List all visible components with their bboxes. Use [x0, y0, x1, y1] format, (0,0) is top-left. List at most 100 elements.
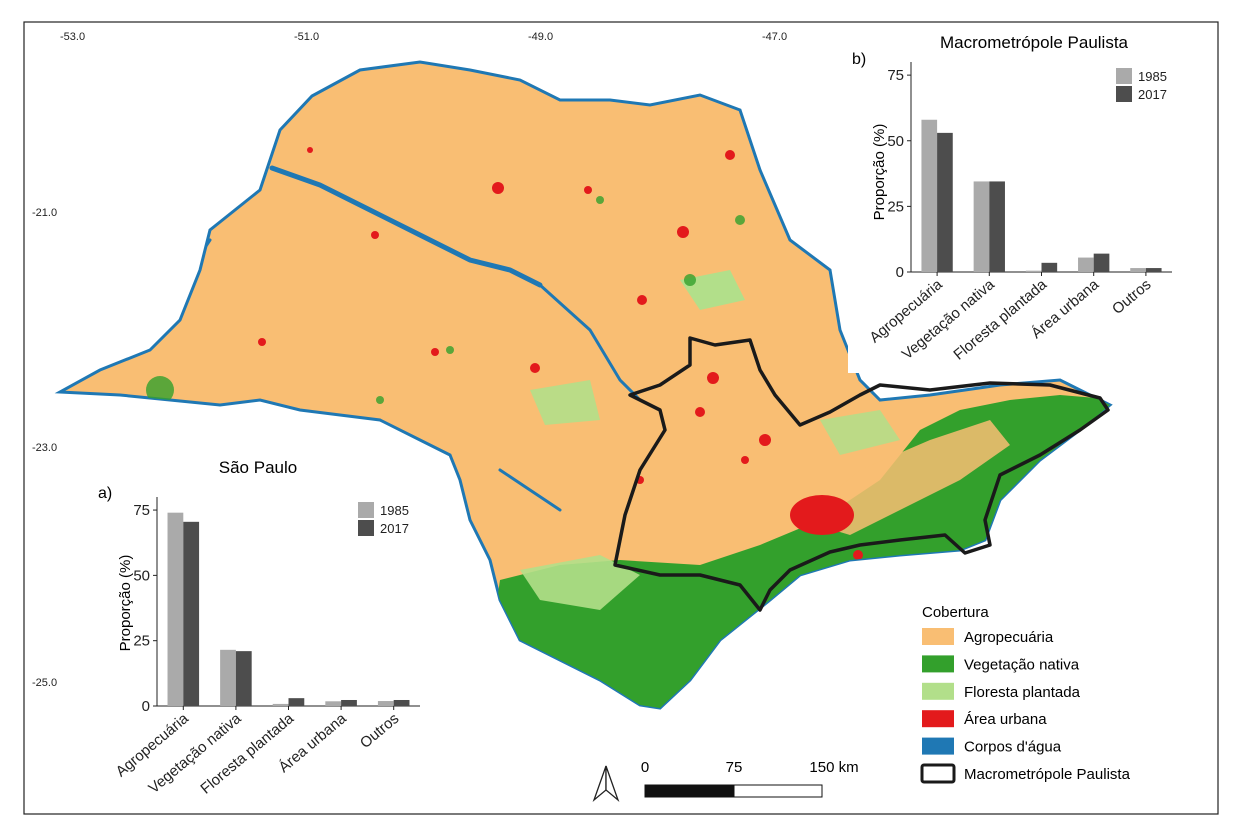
legend-swatch — [922, 710, 954, 728]
chart-legend-swatch — [358, 502, 374, 518]
urban-patch — [371, 231, 379, 239]
river — [538, 283, 642, 402]
chart-legend-swatch — [1116, 86, 1132, 102]
legend-swatch — [922, 655, 954, 673]
chart-background — [96, 455, 431, 795]
chart-legend-label: 2017 — [1138, 87, 1167, 102]
native-patch — [596, 196, 604, 204]
north-arrow-icon — [592, 765, 620, 803]
urban-areas — [258, 147, 863, 560]
latitude-labels: -21.0 -23.0 -25.0 — [32, 207, 57, 689]
legend-swatch — [922, 628, 954, 645]
y-tick-label: 75 — [133, 502, 150, 519]
chart-panel-label: a) — [98, 485, 112, 502]
urban-patch — [584, 186, 592, 194]
planted-forest-area — [530, 380, 600, 425]
bar-1985 — [973, 181, 990, 272]
urban-patch — [677, 226, 689, 238]
legend-label: Corpos d'água — [964, 739, 1062, 756]
chart-legend-swatch — [358, 520, 374, 536]
chart-title: São Paulo — [219, 458, 297, 477]
chart-background — [848, 28, 1178, 373]
latitude-label: -21.0 — [32, 207, 57, 219]
river — [269, 165, 543, 288]
scale-bar-segment-white — [733, 784, 823, 798]
legend-label: Agropecuária — [964, 629, 1054, 646]
native-patch — [446, 346, 454, 354]
y-tick-label: 0 — [896, 264, 904, 281]
longitude-label: -49.0 — [528, 31, 553, 43]
bar-1985 — [325, 701, 342, 706]
longitude-label: -47.0 — [762, 31, 787, 43]
chart-panel-label: b) — [852, 51, 866, 68]
urban-patch — [492, 182, 504, 194]
sao-paulo-state-map — [54, 60, 1113, 710]
y-tick-label: 0 — [142, 698, 150, 715]
bar-2017 — [989, 181, 1005, 272]
native-patch — [146, 376, 174, 404]
y-tick-label: 50 — [133, 567, 150, 584]
native-patch — [684, 274, 696, 286]
legend-swatch — [922, 682, 954, 700]
chart-ylabel: Proporção (%) — [871, 124, 888, 221]
planted-forest-area — [820, 410, 900, 455]
chart-ylabel: Proporção (%) — [117, 555, 134, 652]
legend-label: Vegetação nativa — [964, 656, 1080, 673]
agropecuaria-area — [800, 420, 1010, 535]
chart-legend-label: 1985 — [380, 503, 409, 518]
chart-macrometropole: b) Macrometrópole Paulista Proporção (%)… — [848, 28, 1178, 373]
scale-bar: 0 75 150 km — [641, 759, 859, 798]
planted-forest-area — [520, 555, 640, 610]
legend-label: Floresta plantada — [964, 684, 1081, 701]
scale-label-75: 75 — [726, 759, 743, 776]
legend-label: Macrometrópole Paulista — [964, 766, 1131, 783]
bar-2017 — [393, 699, 410, 706]
native-vegetation-patches — [146, 196, 745, 404]
urban-patch — [637, 295, 647, 305]
bar-1985 — [272, 703, 289, 706]
bar-2017 — [341, 699, 357, 706]
bar-1985 — [377, 701, 394, 706]
urban-patch — [307, 147, 313, 153]
bar-1985 — [167, 512, 184, 706]
planted-forest-area — [680, 270, 745, 310]
bar-2017 — [1145, 268, 1162, 272]
latitude-label: -23.0 — [32, 442, 57, 454]
bar-2017 — [183, 521, 200, 706]
legend-title: Cobertura — [922, 604, 989, 621]
longitude-label: -53.0 — [60, 31, 85, 43]
legend-items: Agropecuária Vegetação nativa Floresta pla… — [920, 628, 1131, 784]
urban-area-sao-paulo — [790, 495, 854, 535]
bar-2017 — [235, 651, 252, 706]
urban-patch — [431, 348, 439, 356]
urban-patch — [258, 338, 266, 346]
chart-legend-label: 2017 — [380, 521, 409, 536]
longitude-label: -51.0 — [294, 31, 319, 43]
chart-legend-swatch — [1116, 68, 1132, 84]
chart-title: Macrometrópole Paulista — [940, 33, 1129, 52]
latitude-label: -25.0 — [32, 677, 57, 689]
scale-label-150: 150 km — [809, 759, 858, 776]
map-legend: Cobertura Agropecuária Vegetação nativa Fl… — [920, 604, 1131, 784]
urban-patch — [853, 550, 863, 560]
chart-legend-label: 1985 — [1138, 69, 1167, 84]
bar-2017 — [1093, 253, 1110, 272]
urban-patch — [741, 456, 749, 464]
bar-1985 — [220, 649, 236, 706]
longitude-labels: -53.0 -51.0 -49.0 -47.0 — [60, 31, 787, 43]
native-patch — [376, 396, 384, 404]
legend-label: Área urbana — [964, 711, 1047, 728]
legend-swatch — [920, 763, 956, 784]
bar-1985 — [1078, 257, 1094, 272]
urban-patch — [759, 434, 771, 446]
urban-patch — [707, 372, 719, 384]
y-tick-label: 25 — [887, 198, 904, 215]
legend-swatch — [922, 737, 954, 755]
river — [498, 468, 562, 512]
y-tick-label: 25 — [133, 633, 150, 650]
bar-1985 — [921, 119, 938, 272]
bar-1985 — [1025, 270, 1042, 272]
native-patch — [735, 215, 745, 225]
chart-sao-paulo: a) São Paulo Proporção (%) 0255075Agrope… — [96, 455, 431, 798]
